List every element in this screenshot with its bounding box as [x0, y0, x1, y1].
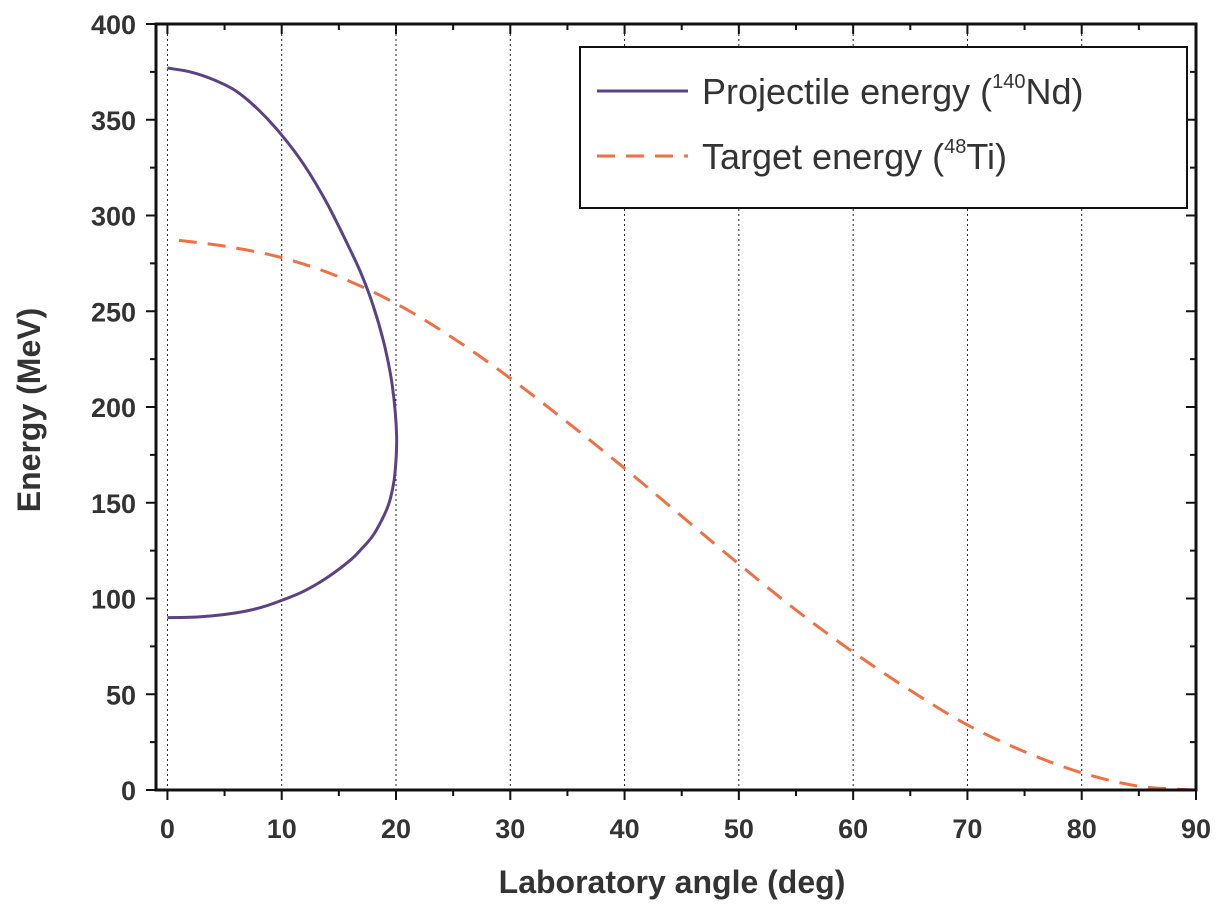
tick-labels: 0 10 20 30 40 50 60 70 80 90 0 50 100 150 200 250 300 350…: [91, 10, 1211, 844]
y-tick-label: 100: [91, 585, 136, 615]
y-tick-label: 400: [91, 10, 136, 40]
x-tick-label: 70: [952, 814, 982, 844]
legend: Projectile energy (140Nd) Target energy …: [579, 46, 1188, 209]
legend-label-target-post: Ti): [966, 136, 1007, 177]
x-tick-label: 20: [381, 814, 411, 844]
legend-label-projectile: Projectile energy (140Nd): [702, 71, 1084, 112]
y-tick-label: 0: [121, 776, 136, 806]
projectile-energy-curve: [167, 66, 399, 620]
x-tick-label: 90: [1181, 814, 1211, 844]
legend-label-projectile-pre: Projectile energy (: [702, 71, 992, 112]
x-tick-label: 50: [724, 814, 754, 844]
y-tick-label: 200: [91, 393, 136, 423]
y-tick-label: 50: [106, 680, 136, 710]
x-tick-label: 40: [610, 814, 640, 844]
x-tick-label: 80: [1067, 814, 1097, 844]
legend-label-projectile-sup: 140: [992, 71, 1025, 93]
x-tick-label: 30: [495, 814, 525, 844]
x-axis-label: Laboratory angle (deg): [499, 864, 846, 900]
plot-frame: [154, 22, 1198, 792]
legend-label-target: Target energy (48Ti): [702, 136, 1007, 177]
target-energy-curve: [178, 238, 1197, 792]
legend-label-projectile-post: Nd): [1026, 71, 1084, 112]
y-tick-label: 300: [91, 202, 136, 232]
legend-label-target-sup: 48: [944, 136, 966, 158]
y-tick-label: 250: [91, 297, 136, 327]
y-axis-label: Energy (MeV): [11, 308, 47, 512]
x-tick-label: 10: [267, 814, 297, 844]
x-tick-label: 60: [838, 814, 868, 844]
legend-box: [579, 46, 1188, 209]
y-tick-label: 150: [91, 489, 136, 519]
data-series: [167, 66, 1197, 792]
x-tick-label: 0: [160, 814, 175, 844]
y-tick-label: 350: [91, 106, 136, 136]
legend-label-target-pre: Target energy (: [702, 136, 944, 177]
